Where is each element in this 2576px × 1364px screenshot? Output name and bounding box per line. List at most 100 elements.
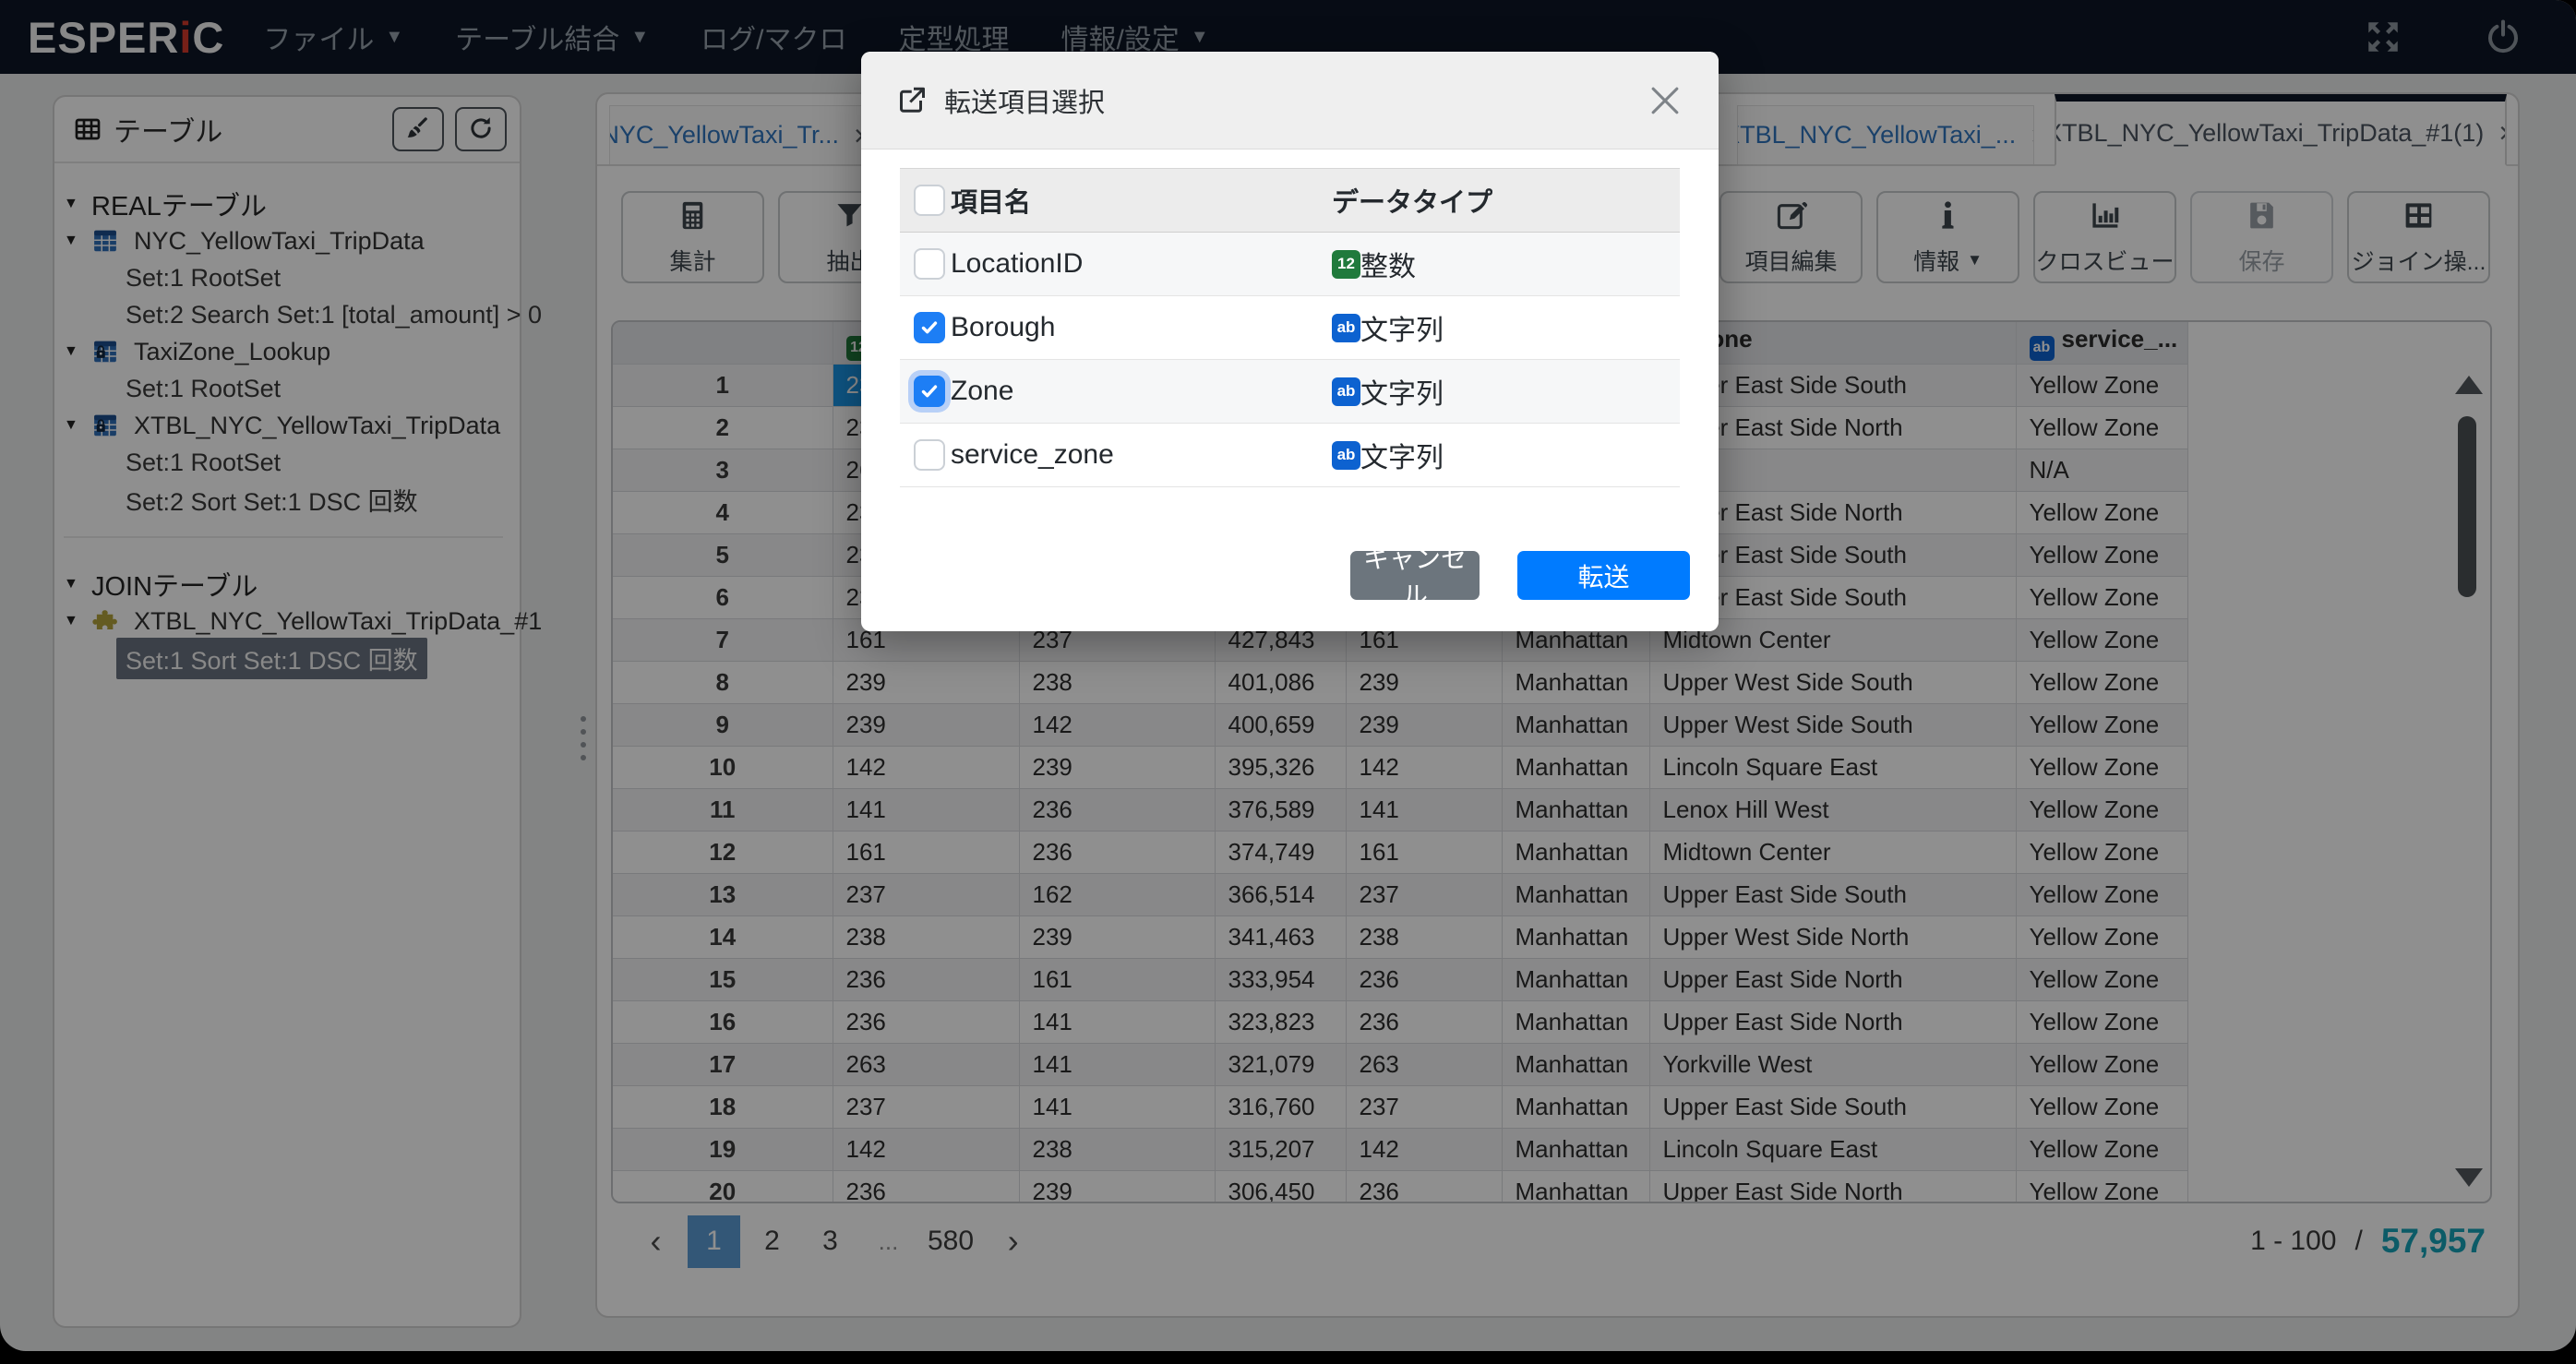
row-number-cell[interactable]: 8 <box>613 661 833 704</box>
data-cell[interactable]: Upper West Side North <box>1649 915 2017 959</box>
data-cell[interactable]: Yellow Zone <box>2016 364 2188 407</box>
data-cell[interactable]: 236 <box>1346 958 1503 1001</box>
data-cell[interactable]: 237 <box>833 1085 1020 1129</box>
data-cell[interactable]: Yellow Zone <box>2016 1085 2188 1129</box>
data-cell[interactable]: Manhattan <box>1502 1043 1650 1086</box>
data-cell[interactable]: Yellow Zone <box>2016 491 2188 534</box>
data-cell[interactable]: 236 <box>833 958 1020 1001</box>
tree-group-REALテーブル[interactable]: ▼ REALテーブル <box>64 185 507 222</box>
tree-set-item[interactable]: Set:1 RootSet <box>64 444 507 481</box>
panel-resize-handle[interactable] <box>581 716 586 760</box>
scroll-up-icon[interactable] <box>2455 376 2483 394</box>
close-icon[interactable]: × <box>854 121 862 150</box>
previous-page-button[interactable]: ‹ <box>650 1222 662 1260</box>
data-cell[interactable]: 263 <box>1346 1043 1503 1086</box>
chevron-down-icon[interactable]: ▼ <box>64 343 78 359</box>
field-row-service_zone[interactable]: service_zone ab 文字列 <box>900 424 1680 487</box>
data-cell[interactable]: 141 <box>1019 1085 1216 1129</box>
data-cell[interactable]: Yellow Zone <box>2016 703 2188 747</box>
data-cell[interactable]: Upper West Side South <box>1649 703 2017 747</box>
data-cell[interactable]: 236 <box>1019 831 1216 874</box>
field-checkbox-LocationID[interactable] <box>914 248 945 280</box>
row-number-cell[interactable]: 5 <box>613 533 833 577</box>
tree-set-item[interactable]: Set:1 RootSet <box>64 370 507 407</box>
data-cell[interactable]: Upper West Side South <box>1649 661 2017 704</box>
data-cell[interactable]: 239 <box>1019 1170 1216 1202</box>
data-cell[interactable]: Yorkville West <box>1649 1043 2017 1086</box>
row-number-cell[interactable]: 7 <box>613 618 833 662</box>
row-number-cell[interactable]: 10 <box>613 746 833 789</box>
scroll-down-icon[interactable] <box>2455 1168 2483 1187</box>
data-cell[interactable]: Yellow Zone <box>2016 958 2188 1001</box>
column-header-service_...[interactable]: ab service_... <box>2016 322 2188 365</box>
tree-table-item[interactable]: ▼ XTBL_NYC_YellowTaxi_TripData <box>64 407 507 444</box>
data-cell[interactable]: Yellow Zone <box>2016 1128 2188 1171</box>
row-number-cell[interactable]: 17 <box>613 1043 833 1086</box>
tree-set-item[interactable]: Set:2 Sort Set:1 DSC 回数 <box>64 481 507 518</box>
data-cell[interactable]: 162 <box>1019 873 1216 916</box>
page-button-580[interactable]: 580 <box>928 1226 975 1256</box>
tree-set-item[interactable]: Set:2 Search Set:1 [total_amount] > 0 <box>64 296 542 333</box>
data-cell[interactable]: Manhattan <box>1502 1000 1650 1044</box>
data-cell[interactable]: Manhattan <box>1502 703 1650 747</box>
row-number-cell[interactable]: 9 <box>613 703 833 747</box>
data-cell[interactable]: 341,463 <box>1215 915 1347 959</box>
data-cell[interactable]: 141 <box>1346 788 1503 832</box>
data-cell[interactable]: Manhattan <box>1502 1085 1650 1129</box>
data-cell[interactable]: Manhattan <box>1502 661 1650 704</box>
tree-set-item[interactable]: Set:1 RootSet <box>64 259 507 296</box>
row-number-cell[interactable]: 4 <box>613 491 833 534</box>
select-all-checkbox[interactable] <box>914 185 945 216</box>
refresh-button[interactable] <box>455 107 507 151</box>
data-cell[interactable]: 236 <box>1019 788 1216 832</box>
data-cell[interactable]: Yellow Zone <box>2016 831 2188 874</box>
menu-item-テーブル結合[interactable]: テーブル結合 ▼ <box>455 17 649 57</box>
row-number-cell[interactable]: 1 <box>613 364 833 407</box>
data-cell[interactable]: Manhattan <box>1502 788 1650 832</box>
data-cell[interactable]: 238 <box>1019 661 1216 704</box>
data-cell[interactable]: 142 <box>1346 746 1503 789</box>
data-cell[interactable]: 236 <box>833 1000 1020 1044</box>
data-cell[interactable]: 236 <box>833 1170 1020 1202</box>
toolbar-button-ジョイン操...[interactable]: ジョイン操... <box>2347 191 2490 283</box>
data-cell[interactable]: 238 <box>833 915 1020 959</box>
field-checkbox-service_zone[interactable] <box>914 439 945 471</box>
toolbar-button-クロスビュー[interactable]: クロスビュー <box>2033 191 2176 283</box>
data-cell[interactable]: Upper East Side South <box>1649 873 2017 916</box>
data-cell[interactable]: 321,079 <box>1215 1043 1347 1086</box>
data-cell[interactable]: Lincoln Square East <box>1649 746 2017 789</box>
data-cell[interactable]: 315,207 <box>1215 1128 1347 1171</box>
data-cell[interactable]: 333,954 <box>1215 958 1347 1001</box>
toolbar-button-集計[interactable]: 集計 <box>621 191 764 283</box>
tab-XTBL_NYC_YellowTaxi_TripData_#1(1)[interactable]: XTBL_NYC_YellowTaxi_TripData_#1(1) × <box>2055 94 2507 166</box>
field-row-LocationID[interactable]: LocationID 12 整数 <box>900 233 1680 296</box>
data-cell[interactable]: 238 <box>1346 915 1503 959</box>
page-button-2[interactable]: 2 <box>764 1226 780 1256</box>
toolbar-button-保存[interactable]: 保存 <box>2190 191 2333 283</box>
data-cell[interactable]: Manhattan <box>1502 1128 1650 1171</box>
data-cell[interactable]: 239 <box>1346 661 1503 704</box>
page-button-1[interactable]: 1 <box>688 1214 740 1268</box>
tab-XTBL_NYC_YellowTaxi_...[interactable]: XTBL_NYC_YellowTaxi_... × <box>1737 105 2034 164</box>
next-page-button[interactable]: › <box>1007 1222 1019 1260</box>
data-cell[interactable]: 236 <box>1346 1170 1503 1202</box>
page-button-3[interactable]: 3 <box>822 1226 838 1256</box>
tab-NYC_YellowTaxi_Tr...[interactable]: NYC_YellowTaxi_Tr... × <box>609 105 863 164</box>
data-cell[interactable]: 238 <box>1019 1128 1216 1171</box>
data-cell[interactable]: 237 <box>1346 873 1503 916</box>
menu-item-ログ/マクロ[interactable]: ログ/マクロ <box>701 17 846 57</box>
row-number-cell[interactable]: 13 <box>613 873 833 916</box>
data-cell[interactable]: 401,086 <box>1215 661 1347 704</box>
row-number-cell[interactable]: 18 <box>613 1085 833 1129</box>
data-cell[interactable]: 306,450 <box>1215 1170 1347 1202</box>
data-cell[interactable]: Lincoln Square East <box>1649 1128 2017 1171</box>
data-cell[interactable]: 141 <box>1019 1043 1216 1086</box>
data-cell[interactable]: 400,659 <box>1215 703 1347 747</box>
row-number-cell[interactable]: 15 <box>613 958 833 1001</box>
data-cell[interactable]: Yellow Zone <box>2016 661 2188 704</box>
row-number-cell[interactable]: 14 <box>613 915 833 959</box>
toolbar-button-項目編集[interactable]: 項目編集 <box>1719 191 1863 283</box>
power-icon[interactable] <box>2484 18 2522 56</box>
tree-group-JOINテーブル[interactable]: ▼ JOINテーブル <box>64 566 507 603</box>
data-cell[interactable]: 323,823 <box>1215 1000 1347 1044</box>
